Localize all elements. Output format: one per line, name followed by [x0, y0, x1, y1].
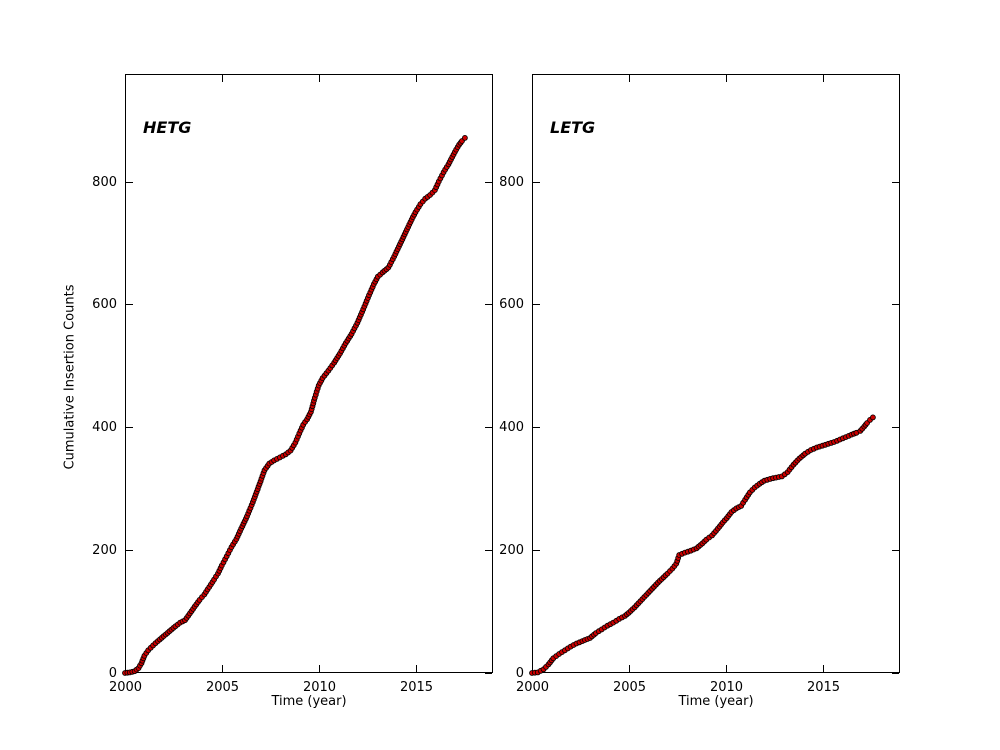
x-axis-label-letg: Time (year)	[678, 694, 754, 709]
x-tick-label: 2005	[613, 680, 646, 695]
panel-title-letg: LETG	[550, 118, 596, 137]
y-tick-label: 400	[499, 420, 524, 435]
x-tick-label: 2000	[516, 680, 549, 695]
x-tick-label: 2000	[109, 680, 142, 695]
y-tick-label: 200	[92, 543, 117, 558]
x-tick-label: 2015	[400, 680, 433, 695]
y-tick-label: 400	[92, 420, 117, 435]
y-tick-label: 200	[499, 543, 524, 558]
axes-spines	[532, 74, 900, 673]
y-tick-label: 600	[499, 297, 524, 312]
x-axis-label-hetg: Time (year)	[271, 694, 347, 709]
x-tick-label: 2010	[303, 680, 336, 695]
data-point	[870, 414, 876, 421]
y-tick-label: 0	[516, 666, 524, 681]
y-tick-label: 800	[499, 175, 524, 190]
y-axis-label-text: Cumulative Insertion Counts	[62, 284, 78, 470]
x-tick-label: 2005	[206, 680, 239, 695]
y-tick-label: 0	[109, 666, 117, 681]
panel-title-hetg: HETG	[143, 118, 192, 137]
y-tick-label: 600	[92, 297, 117, 312]
axes-spines	[125, 74, 493, 673]
x-tick-label: 2010	[710, 680, 743, 695]
y-tick-label: 800	[92, 175, 117, 190]
data-point	[461, 134, 468, 141]
x-tick-label: 2015	[807, 680, 840, 695]
